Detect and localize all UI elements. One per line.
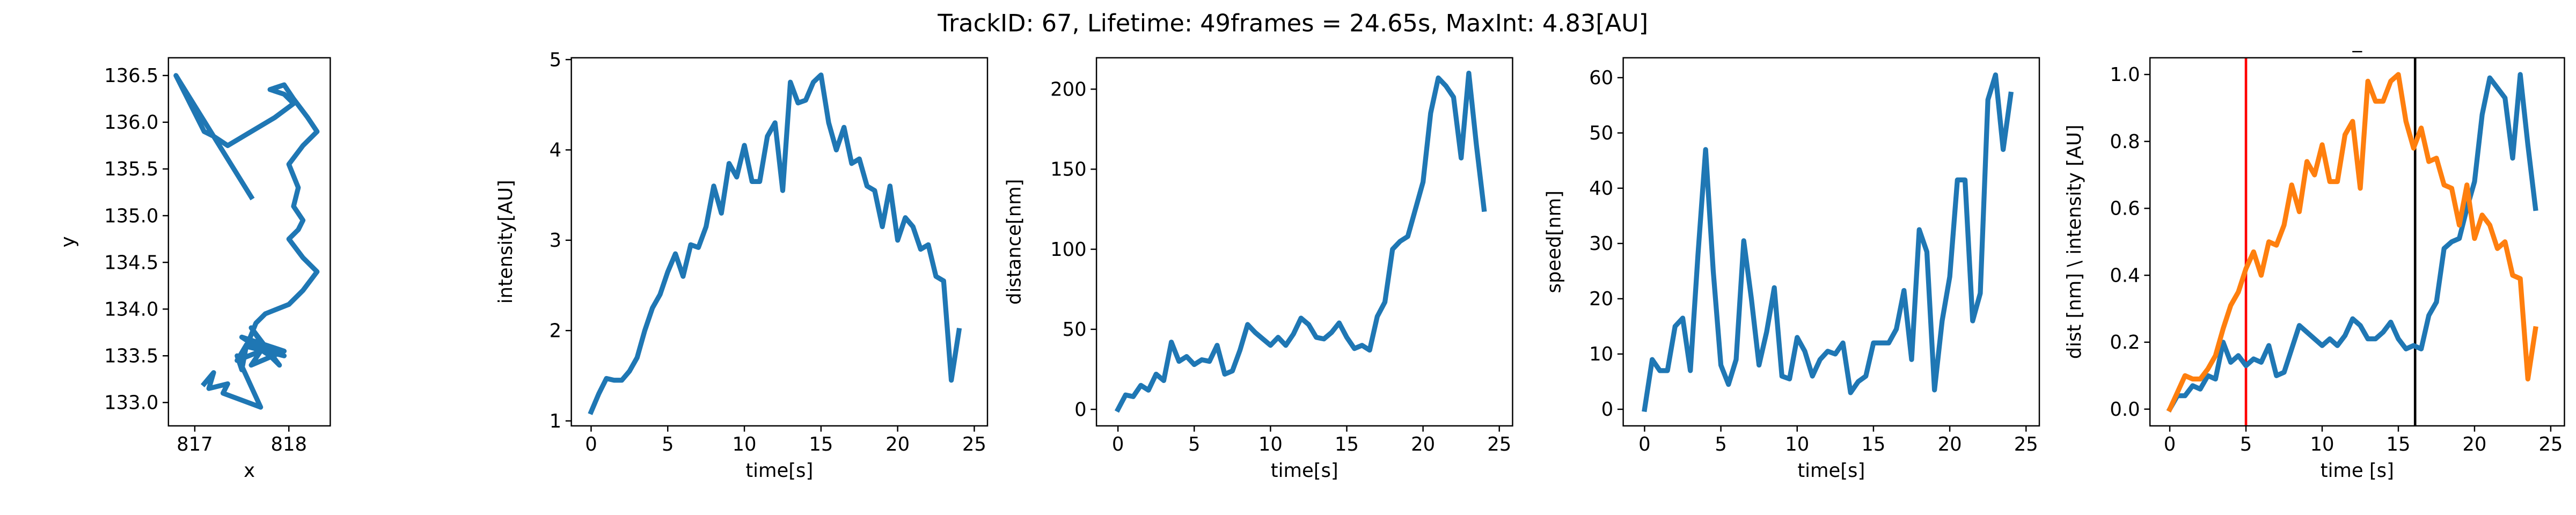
- x-tick-label: 0: [2164, 433, 2176, 455]
- y-tick-label: 0.0: [2110, 399, 2140, 421]
- x-tick-label: 15: [2386, 433, 2410, 455]
- y-axis-label: dist [nm] \ intensity [AU]: [2063, 124, 2085, 359]
- x-tick-label: 25: [962, 433, 986, 455]
- y-tick-label: 1.0: [2110, 64, 2140, 86]
- subplot: 0 5 10 15 20 25 0.0 0.2 0.4 0.6 0.8 1.0 time [s] dist…: [2063, 31, 2565, 482]
- x-tick-label: 20: [1411, 433, 1435, 455]
- subplot-title: _: [2352, 31, 2362, 53]
- x-tick-label: 5: [2240, 433, 2252, 455]
- y-tick-label: 0: [1074, 399, 1087, 421]
- y-tick-label: 134.0: [104, 298, 158, 320]
- figure-title: TrackID: 67, Lifetime: 49frames = 24.65s…: [937, 9, 1648, 37]
- x-tick-label: 15: [1335, 433, 1359, 455]
- axes-frame: [2149, 57, 2565, 427]
- x-tick-label: 10: [733, 433, 757, 455]
- y-tick-label: 136.0: [104, 112, 158, 134]
- x-tick-label: 5: [1188, 433, 1201, 455]
- x-axis-label: time [s]: [2321, 460, 2394, 482]
- y-tick-label: 20: [1589, 288, 1613, 310]
- y-axis-label: speed[nm]: [1543, 190, 1565, 293]
- x-tick-label: 15: [1861, 433, 1885, 455]
- y-tick-label: 100: [1050, 239, 1087, 261]
- y-tick-label: 0.2: [2110, 332, 2140, 354]
- y-tick-label: 30: [1589, 233, 1613, 255]
- y-tick-label: 200: [1050, 78, 1087, 100]
- y-tick-label: 0.4: [2110, 264, 2140, 286]
- y-tick-label: 0.6: [2110, 198, 2140, 220]
- x-tick-label: 10: [1258, 433, 1283, 455]
- y-axis-label: y: [57, 236, 79, 247]
- x-tick-label: 25: [2014, 433, 2038, 455]
- x-axis-label: time[s]: [1271, 460, 1338, 482]
- plot-area: [173, 73, 320, 410]
- x-tick-label: 15: [809, 433, 833, 455]
- y-tick-label: 1: [550, 410, 562, 432]
- x-tick-label: 20: [2462, 433, 2486, 455]
- x-tick-label: 10: [1785, 433, 1809, 455]
- y-tick-label: 134.5: [104, 252, 158, 274]
- axes-frame: [570, 57, 989, 427]
- x-tick-label: 5: [662, 433, 674, 455]
- y-tick-label: 150: [1050, 159, 1087, 181]
- data-line: [588, 72, 962, 415]
- axes-frame: [1095, 57, 1513, 427]
- y-tick-label: 40: [1589, 178, 1613, 200]
- data-line: [1642, 72, 2014, 413]
- data-line: [2166, 72, 2538, 413]
- axes-frame: [167, 57, 331, 427]
- x-tick-label: 10: [2310, 433, 2334, 455]
- y-tick-label: 0: [1601, 399, 1614, 421]
- x-axis-label: x: [244, 460, 255, 482]
- y-tick-label: 2: [550, 320, 562, 342]
- subplot: 0 5 10 15 20 25 0 50 100 150 200 time[s] distance[nm…: [1004, 57, 1513, 482]
- subplot: 817 818 133.0 133.5 134.0 134.5 135.0 135.5 136.…: [57, 57, 331, 482]
- y-tick-label: 5: [550, 49, 562, 71]
- y-tick-label: 136.5: [104, 65, 158, 87]
- y-axis-label: intensity[AU]: [495, 180, 517, 304]
- y-tick-label: 60: [1589, 67, 1613, 89]
- plot-area: [2166, 57, 2538, 426]
- plot-area: [588, 72, 962, 415]
- y-tick-label: 10: [1589, 343, 1613, 365]
- y-axis-label: distance[nm]: [1004, 179, 1026, 305]
- y-tick-label: 50: [1063, 319, 1087, 341]
- data-line: [2166, 72, 2538, 413]
- plot-area: [1114, 70, 1487, 413]
- x-tick-label: 818: [270, 433, 307, 455]
- y-tick-label: 3: [550, 230, 562, 252]
- x-tick-label: 0: [1112, 433, 1124, 455]
- x-tick-label: 5: [1715, 433, 1727, 455]
- data-line: [1114, 70, 1487, 413]
- y-tick-label: 4: [550, 139, 562, 161]
- y-tick-label: 0.8: [2110, 131, 2140, 153]
- x-tick-label: 20: [885, 433, 910, 455]
- plot-area: [1642, 72, 2014, 413]
- x-axis-label: time[s]: [745, 460, 813, 482]
- subplot: 0 5 10 15 20 25 0 10 20 30 40 50 60 time[s] speed[nm]: [1543, 57, 2040, 482]
- x-tick-label: 817: [177, 433, 213, 455]
- x-tick-label: 20: [1938, 433, 1962, 455]
- y-tick-label: 135.0: [104, 205, 158, 227]
- y-tick-label: 133.0: [104, 392, 158, 414]
- x-tick-label: 25: [2538, 433, 2563, 455]
- data-line: [173, 73, 320, 410]
- x-tick-label: 25: [1487, 433, 1511, 455]
- subplot: 0 5 10 15 20 25 1 2 3 4 5 time[s] intensity[AU]: [495, 49, 989, 482]
- x-tick-label: 0: [585, 433, 597, 455]
- axes-frame: [1622, 57, 2040, 427]
- x-axis-label: time[s]: [1797, 460, 1865, 482]
- x-tick-label: 0: [1638, 433, 1651, 455]
- y-tick-label: 133.5: [104, 345, 158, 367]
- y-tick-label: 50: [1589, 122, 1613, 144]
- y-tick-label: 135.5: [104, 158, 158, 180]
